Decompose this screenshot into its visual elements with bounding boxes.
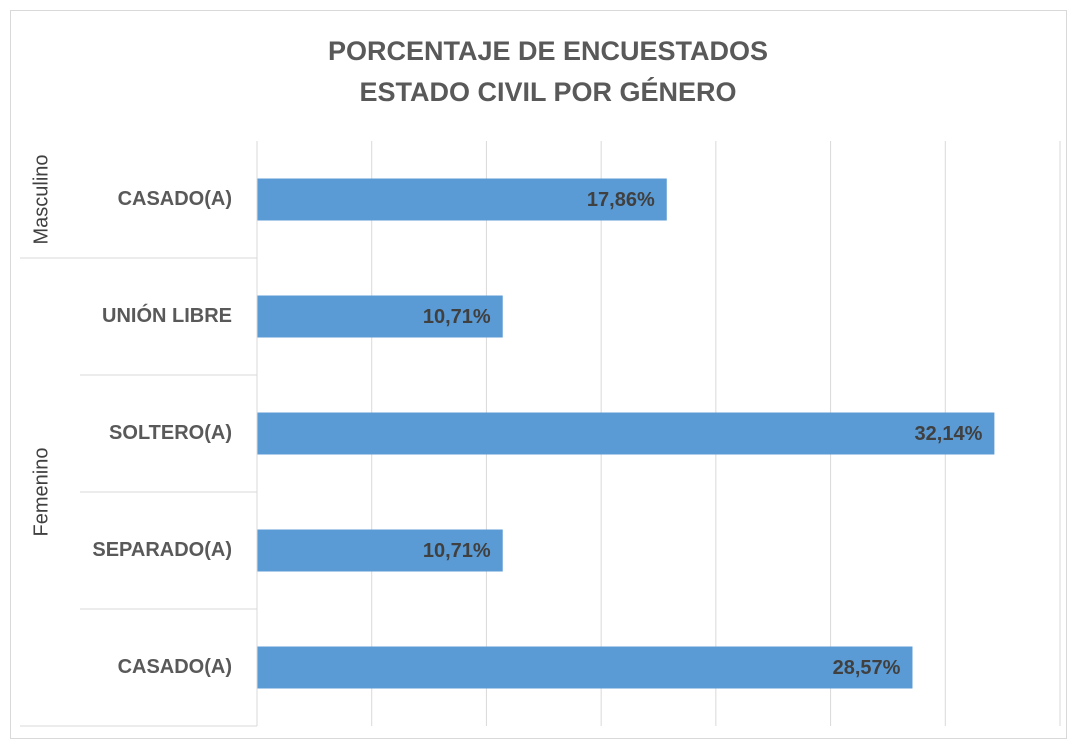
- y-tick-label: CASADO(A): [118, 656, 232, 678]
- data-label: 10,71%: [423, 306, 491, 328]
- chart-title: ESTADO CIVIL POR GÉNERO: [359, 76, 736, 107]
- bar: [257, 529, 503, 572]
- y-tick-label: CASADO(A): [118, 188, 232, 210]
- group-label: Masculino: [30, 154, 52, 244]
- bar: [257, 295, 503, 338]
- y-tick-label: SEPARADO(A): [92, 539, 232, 561]
- group-label: Femenino: [30, 448, 52, 537]
- data-label: 17,86%: [587, 189, 655, 211]
- chart-title: PORCENTAJE DE ENCUESTADOS: [328, 36, 768, 66]
- y-tick-label: SOLTERO(A): [109, 422, 232, 444]
- y-tick-label: UNIÓN LIBRE: [102, 303, 232, 327]
- bar: [257, 646, 913, 689]
- data-label: 10,71%: [423, 540, 491, 562]
- data-label: 28,57%: [833, 657, 901, 679]
- data-label: 32,14%: [915, 423, 983, 445]
- bar: [257, 178, 667, 221]
- bar: [257, 412, 995, 455]
